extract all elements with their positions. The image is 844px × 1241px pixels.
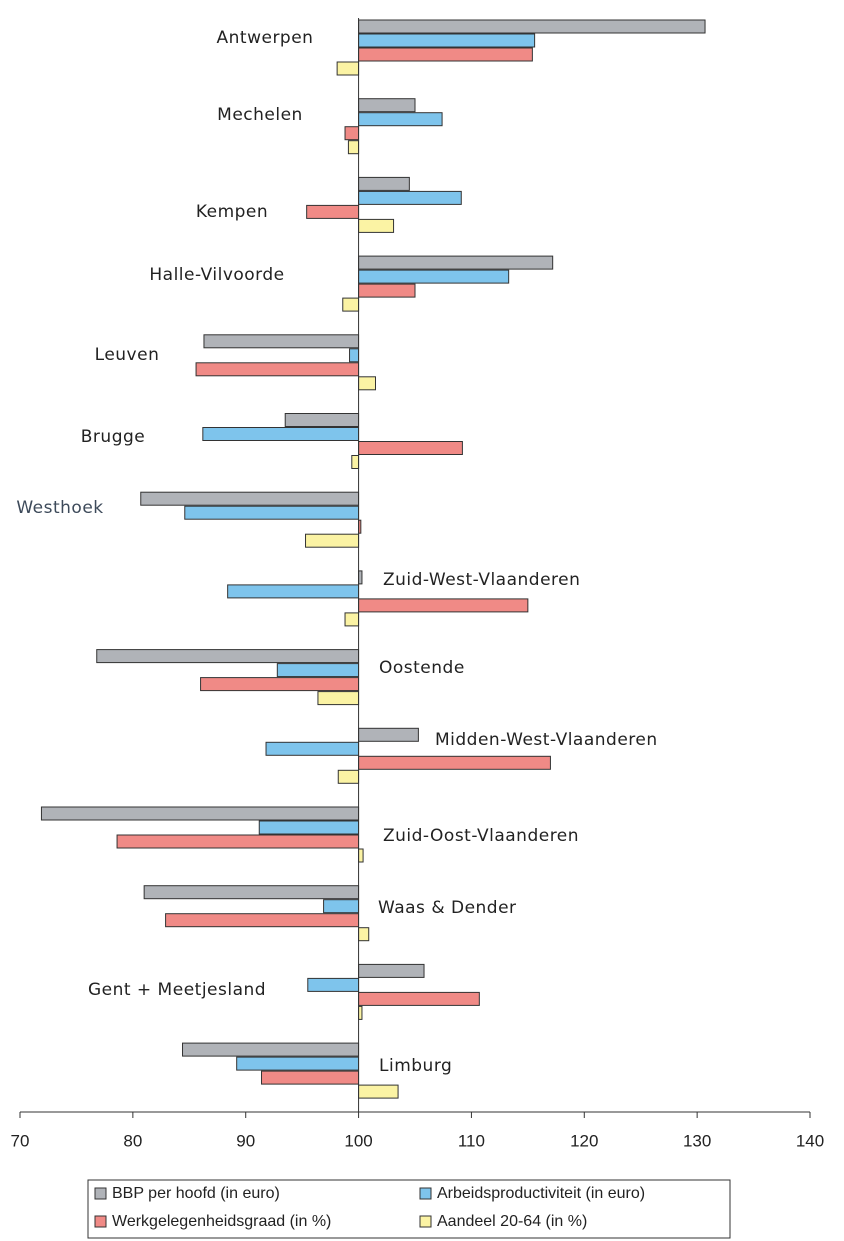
legend-swatch bbox=[94, 1215, 107, 1228]
bar bbox=[276, 663, 360, 678]
category-label: Midden-West-Vlaanderen bbox=[435, 730, 658, 750]
bar bbox=[358, 441, 463, 455]
bar bbox=[265, 741, 360, 756]
bar bbox=[344, 126, 360, 141]
bar bbox=[96, 649, 360, 664]
bar bbox=[358, 598, 529, 613]
x-tick-label: 80 bbox=[123, 1131, 142, 1150]
category-label: Antwerpen bbox=[217, 28, 314, 48]
bar bbox=[342, 297, 360, 312]
legend-box bbox=[87, 1179, 731, 1239]
bar bbox=[349, 348, 360, 363]
bar bbox=[358, 47, 533, 62]
bar bbox=[358, 927, 370, 942]
bar bbox=[258, 820, 360, 835]
bar bbox=[203, 334, 360, 349]
category-label: Kempen bbox=[196, 202, 268, 222]
bar bbox=[317, 691, 360, 706]
bar bbox=[200, 677, 360, 692]
bar bbox=[307, 977, 360, 992]
bar bbox=[358, 283, 416, 298]
bar bbox=[195, 362, 360, 377]
x-tick-label: 140 bbox=[796, 1131, 824, 1150]
bar bbox=[140, 491, 360, 506]
bar bbox=[358, 848, 364, 863]
legend-swatch bbox=[419, 1215, 432, 1228]
x-tick-label: 130 bbox=[683, 1131, 711, 1150]
bar bbox=[337, 769, 360, 784]
bar bbox=[323, 899, 360, 914]
bar bbox=[358, 255, 554, 270]
bar bbox=[284, 413, 360, 427]
category-label: Mechelen bbox=[217, 105, 303, 125]
category-label: Limburg bbox=[379, 1056, 452, 1076]
bar bbox=[143, 885, 360, 900]
legend-label: Arbeidsproductiviteit (in euro) bbox=[437, 1185, 645, 1202]
bar bbox=[358, 98, 416, 113]
category-label: Gent + Meetjesland bbox=[88, 980, 266, 1000]
legend-swatch bbox=[94, 1187, 107, 1200]
bar bbox=[227, 584, 360, 599]
bar bbox=[358, 570, 363, 585]
x-tick-label: 100 bbox=[344, 1131, 372, 1150]
category-label: Halle-Vilvoorde bbox=[149, 265, 284, 285]
category-label: Zuid-Oost-Vlaanderen bbox=[383, 826, 579, 846]
x-tick-label: 110 bbox=[458, 1131, 485, 1150]
bar bbox=[40, 806, 360, 821]
bar bbox=[336, 61, 360, 76]
bar bbox=[351, 455, 360, 469]
bar bbox=[182, 1042, 360, 1057]
bar bbox=[358, 33, 536, 48]
x-tick-label: 90 bbox=[236, 1131, 255, 1150]
bar bbox=[358, 991, 480, 1006]
bar bbox=[358, 19, 706, 34]
bar bbox=[358, 218, 395, 233]
category-label: Westhoek bbox=[16, 498, 103, 518]
bar bbox=[184, 505, 360, 520]
legend-label: Aandeel 20-64 (in %) bbox=[437, 1213, 587, 1230]
legend-label: BBP per hoofd (in euro) bbox=[112, 1185, 280, 1202]
bar bbox=[165, 913, 360, 928]
legend-label: Werkgelegenheidsgraad (in %) bbox=[112, 1213, 331, 1230]
bar bbox=[202, 427, 360, 441]
bar bbox=[358, 190, 462, 205]
category-label: Zuid-West-Vlaanderen bbox=[383, 570, 580, 590]
x-tick-label: 70 bbox=[11, 1131, 30, 1150]
bar bbox=[306, 204, 360, 219]
category-label: Oostende bbox=[379, 658, 465, 678]
bar bbox=[305, 533, 360, 548]
bar bbox=[236, 1056, 360, 1071]
bar bbox=[358, 112, 443, 127]
x-tick-label: 120 bbox=[570, 1131, 598, 1150]
bar bbox=[358, 755, 551, 770]
bar bbox=[358, 1005, 363, 1020]
category-label: Brugge bbox=[81, 427, 145, 447]
bar bbox=[358, 376, 377, 391]
bar bbox=[116, 834, 360, 849]
bar bbox=[358, 1084, 399, 1099]
bar bbox=[261, 1070, 360, 1085]
legend-swatch bbox=[419, 1187, 432, 1200]
bar bbox=[358, 176, 410, 191]
bar bbox=[358, 963, 425, 978]
bar bbox=[358, 269, 510, 284]
bar bbox=[358, 727, 419, 742]
category-label: Waas & Dender bbox=[378, 898, 517, 918]
bar bbox=[347, 140, 360, 155]
bar bbox=[344, 612, 360, 627]
category-label: Leuven bbox=[95, 345, 160, 365]
